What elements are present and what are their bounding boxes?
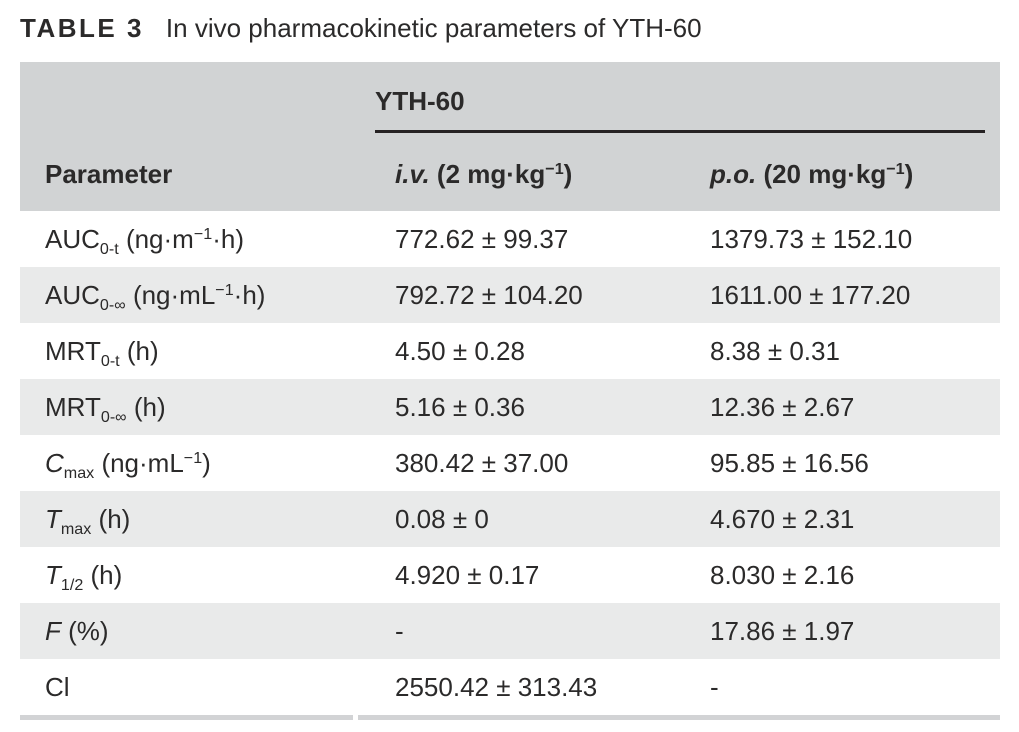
table-row: AUC0-t (ng·m−1·h) 772.62 ± 99.37 1379.73… [20,211,1000,267]
param-cell: Cl [45,672,70,702]
iv-value-cell: 2550.42 ± 313.43 [395,672,598,702]
param-cell: Tmax (h) [45,504,131,538]
po-value-cell: 17.86 ± 1.97 [710,616,855,646]
iv-value-cell: 4.920 ± 0.17 [395,560,540,590]
bottom-border-segment [358,715,1000,720]
column-header-row: Parameter i.v. (2 mg·kg−1) p.o. (20 mg·k… [20,133,1000,211]
param-cell: T1/2 (h) [45,560,123,594]
table-number: TABLE 3 [20,13,144,43]
po-value-cell: 12.36 ± 2.67 [710,392,855,422]
iv-value-cell: 5.16 ± 0.36 [395,392,525,422]
po-value-cell: 1611.00 ± 177.20 [710,280,911,310]
table-row: F (%) - 17.86 ± 1.97 [20,603,1000,659]
table-bottom-border [20,715,1000,720]
group-header-rule [375,130,985,133]
param-cell: Cmax (ng·mL−1) [45,448,211,482]
pk-parameters-table: YTH-60 Parameter i.v. (2 mg·kg−1) p.o. (… [20,62,1000,720]
param-cell: AUC0-t (ng·m−1·h) [45,224,244,258]
group-header-yth60: YTH-60 [375,86,465,116]
iv-value-cell: 772.62 ± 99.37 [395,224,569,254]
param-cell: F (%) [45,616,109,646]
po-value-cell: 4.670 ± 2.31 [710,504,855,534]
table-row: MRT0-t (h) 4.50 ± 0.28 8.38 ± 0.31 [20,323,1000,379]
iv-value-cell: 380.42 ± 37.00 [395,448,569,478]
param-cell: AUC0-∞ (ng·mL−1·h) [45,280,266,314]
bottom-border-segment [20,715,353,720]
table-caption-text: In vivo pharmacokinetic parameters of YT… [165,13,702,43]
po-value-cell: 8.38 ± 0.31 [710,336,840,366]
param-cell: MRT0-t (h) [45,336,159,370]
bottom-border-gap [353,715,358,720]
iv-value-cell: 0.08 ± 0 [395,504,489,534]
column-header-parameter: Parameter [45,159,173,189]
table-row: Cl 2550.42 ± 313.43 - [20,659,1000,715]
column-header-iv: i.v. (2 mg·kg−1) [395,159,573,189]
iv-value-cell: 4.50 ± 0.28 [395,336,525,366]
table-header: YTH-60 Parameter i.v. (2 mg·kg−1) p.o. (… [20,62,1000,211]
iv-value-cell: - [395,616,404,646]
table-caption: TABLE 3 In vivo pharmacokinetic parameter… [20,12,702,44]
column-header-po: p.o. (20 mg·kg−1) [710,159,914,189]
iv-value-cell: 792.72 ± 104.20 [395,280,583,310]
po-value-cell: 8.030 ± 2.16 [710,560,855,590]
table-row: AUC0-∞ (ng·mL−1·h) 792.72 ± 104.20 1611.… [20,267,1000,323]
po-value-cell: 95.85 ± 16.56 [710,448,869,478]
table-row: MRT0-∞ (h) 5.16 ± 0.36 12.36 ± 2.67 [20,379,1000,435]
table-row: Tmax (h) 0.08 ± 0 4.670 ± 2.31 [20,491,1000,547]
param-cell: MRT0-∞ (h) [45,392,166,426]
table-row: T1/2 (h) 4.920 ± 0.17 8.030 ± 2.16 [20,547,1000,603]
po-value-cell: - [710,672,719,702]
table-row: Cmax (ng·mL−1) 380.42 ± 37.00 95.85 ± 16… [20,435,1000,491]
po-value-cell: 1379.73 ± 152.10 [710,224,913,254]
